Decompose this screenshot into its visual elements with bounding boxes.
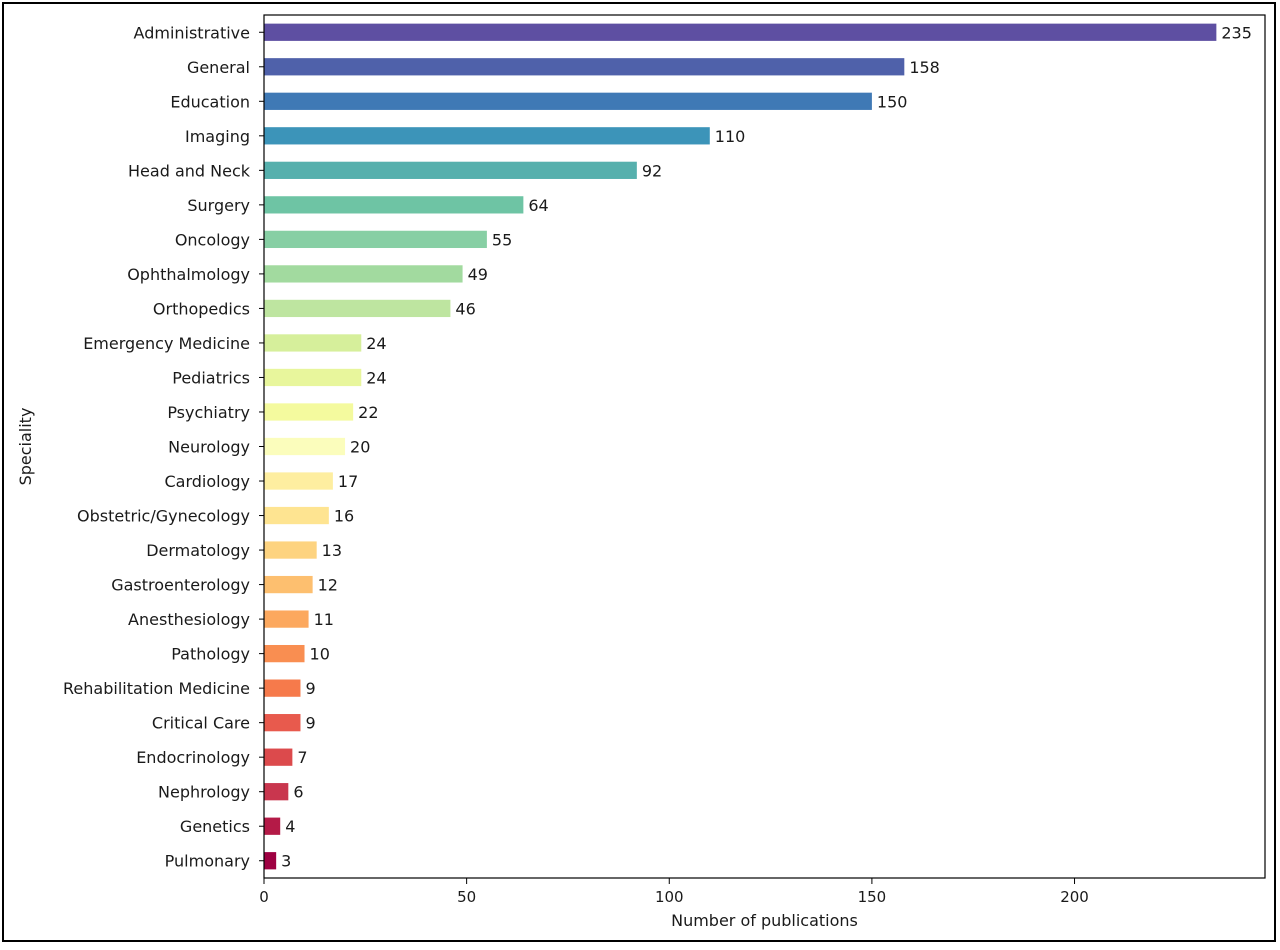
x-tick-label: 100 <box>655 888 684 906</box>
y-tick-label: Emergency Medicine <box>83 334 250 353</box>
y-tick-label: Genetics <box>180 817 250 836</box>
bar <box>264 748 293 766</box>
y-tick-label: Orthopedics <box>153 299 250 318</box>
y-tick-label: Cardiology <box>164 472 250 491</box>
y-tick-label: Pulmonary <box>165 852 250 871</box>
bar <box>264 161 637 179</box>
y-tick-label: Pediatrics <box>172 368 250 387</box>
x-tick-label: 200 <box>1060 888 1089 906</box>
y-tick-label: Nephrology <box>158 783 250 802</box>
y-tick-label: Education <box>170 92 250 111</box>
x-tick-label: 0 <box>259 888 269 906</box>
data-label: 20 <box>350 438 370 457</box>
data-label: 24 <box>366 368 386 387</box>
data-label: 3 <box>281 852 291 871</box>
bar <box>264 783 289 801</box>
y-tick-label: Neurology <box>168 438 250 457</box>
bar <box>264 265 463 283</box>
data-label: 64 <box>528 196 548 215</box>
data-label: 16 <box>334 507 354 526</box>
data-label: 13 <box>322 541 342 560</box>
x-ticks: 0 50 100 150 200 <box>259 878 1089 906</box>
data-label: 92 <box>642 161 662 180</box>
y-tick-label: Obstetric/Gynecology <box>77 507 250 526</box>
bar <box>264 817 281 835</box>
data-label: 235 <box>1221 23 1252 42</box>
data-label: 11 <box>314 610 334 629</box>
data-label: 24 <box>366 334 386 353</box>
bar <box>264 127 710 145</box>
bar <box>264 299 451 318</box>
y-tick-label: Imaging <box>185 127 250 146</box>
data-label: 17 <box>338 472 358 491</box>
data-label: 10 <box>310 645 330 664</box>
y-tick-labels: Administrative General Education Imaging Hea… <box>63 23 264 871</box>
data-label: 6 <box>293 783 303 802</box>
bar <box>264 437 346 456</box>
bar <box>264 610 309 628</box>
data-label: 9 <box>305 679 315 698</box>
data-label: 22 <box>358 403 378 422</box>
data-label: 12 <box>318 576 338 595</box>
y-tick-label: Anesthesiology <box>128 610 250 629</box>
y-tick-label: Surgery <box>187 196 250 215</box>
data-label: 110 <box>715 127 746 146</box>
data-label: 150 <box>877 92 908 111</box>
data-label: 9 <box>305 714 315 733</box>
bar <box>264 403 354 421</box>
data-labels: 2351581501109264554946242422201716131211… <box>281 23 1252 870</box>
x-tick-label: 50 <box>457 888 476 906</box>
data-label: 55 <box>492 230 512 249</box>
y-tick-label: Pathology <box>171 645 250 664</box>
x-tick-label: 150 <box>858 888 887 906</box>
bar <box>264 230 487 249</box>
y-tick-label: Ophthalmology <box>127 265 250 284</box>
bar <box>264 58 905 76</box>
bar <box>264 506 329 525</box>
bar <box>264 196 524 214</box>
plot-frame <box>263 14 1266 879</box>
bar <box>264 472 333 490</box>
data-label: 49 <box>468 265 488 284</box>
y-tick-label: Head and Neck <box>128 161 251 180</box>
bar <box>264 714 301 732</box>
bar <box>264 644 305 663</box>
y-tick-label: Gastroenterology <box>111 576 250 595</box>
bar <box>264 541 317 559</box>
x-axis-label: Number of publications <box>671 911 858 930</box>
y-tick-label: Psychiatry <box>167 403 250 422</box>
y-axis-label: Speciality <box>16 408 35 486</box>
data-label: 7 <box>297 748 307 767</box>
bar <box>264 334 362 352</box>
bar <box>264 368 362 387</box>
y-tick-label: Critical Care <box>152 714 250 733</box>
bar <box>264 679 301 697</box>
bar <box>264 23 1217 41</box>
y-tick-label: General <box>187 58 250 77</box>
y-tick-label: Administrative <box>134 23 250 42</box>
data-label: 158 <box>909 58 940 77</box>
bar <box>264 575 313 594</box>
bar <box>264 852 277 870</box>
y-tick-label: Dermatology <box>146 541 250 560</box>
bar <box>264 92 872 110</box>
y-tick-label: Endocrinology <box>136 748 250 767</box>
data-label: 46 <box>455 299 475 318</box>
y-tick-label: Oncology <box>175 230 250 249</box>
y-tick-label: Rehabilitation Medicine <box>63 679 250 698</box>
bars <box>264 23 1217 870</box>
data-label: 4 <box>285 817 295 836</box>
